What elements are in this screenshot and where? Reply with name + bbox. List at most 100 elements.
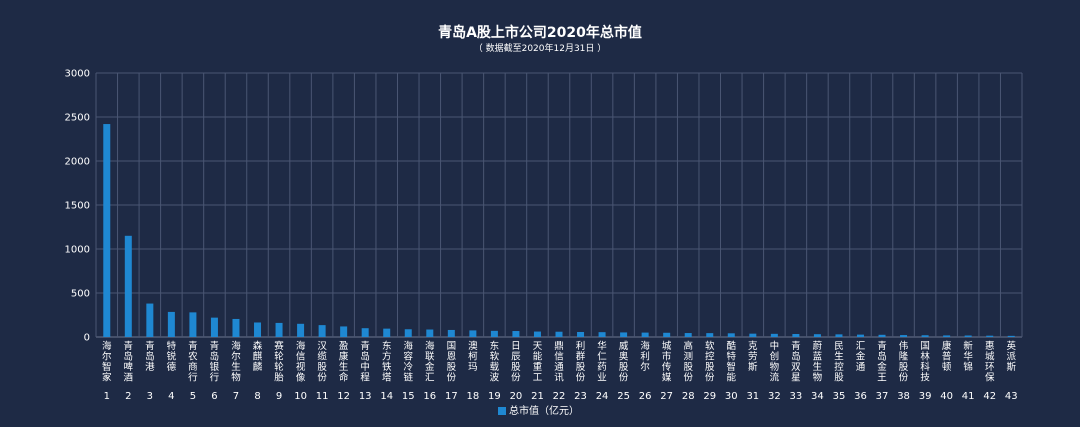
x-category-label: 海尔生物 — [231, 340, 241, 384]
bar — [792, 334, 800, 337]
bar — [878, 334, 886, 337]
legend-swatch — [498, 407, 506, 415]
x-category-label: 汉缆股份 — [317, 341, 327, 384]
x-category-label: 城市传媒 — [662, 341, 672, 384]
x-category-label: 高测股份 — [683, 340, 693, 384]
x-category-label: 蔚蓝生物 — [813, 340, 823, 384]
x-rank-label: 34 — [811, 391, 824, 402]
x-category-label: 青岛银行 — [210, 340, 220, 384]
bar — [232, 318, 240, 337]
x-rank-label: 19 — [488, 391, 501, 402]
x-category-label: 康普顿 — [942, 340, 952, 373]
y-axis-ticks: 0 500 1000 1500 2000 2500 3000 — [65, 69, 90, 344]
legend: 总市值（亿元） — [498, 404, 579, 417]
x-category-label: 东方铁塔 — [382, 340, 392, 384]
x-category-label: 中创物流 — [770, 340, 780, 384]
x-rank-label: 36 — [854, 391, 867, 402]
x-rank-label: 22 — [553, 391, 566, 402]
x-rank-label: 16 — [423, 391, 436, 402]
x-category-label: 海信视像 — [296, 340, 306, 384]
x-category-label: 青岛双星 — [791, 340, 801, 384]
x-rank-label: 3 — [147, 391, 153, 402]
bar — [297, 323, 305, 337]
x-category-label: 克劳斯 — [748, 341, 758, 373]
x-rank-label: 12 — [337, 391, 350, 402]
x-category-label: 汇金通 — [856, 341, 866, 373]
x-category-label: 盈康生命 — [339, 341, 349, 384]
x-category-label: 英派斯 — [1006, 340, 1016, 373]
bar — [835, 334, 843, 337]
x-rank-label: 41 — [962, 391, 975, 402]
x-rank-label: 35 — [833, 391, 846, 402]
bar — [447, 329, 455, 337]
bar — [469, 330, 477, 337]
gridlines — [95, 72, 1023, 338]
bar — [749, 333, 757, 337]
bar — [964, 335, 972, 337]
x-category-label: 新华锦 — [963, 340, 973, 373]
x-category-label: 青农商行 — [188, 340, 198, 384]
bar — [900, 335, 908, 337]
x-rank-label: 37 — [876, 391, 889, 402]
bar — [1007, 335, 1015, 337]
x-rank-label: 20 — [510, 391, 523, 402]
x-rank-label: 7 — [233, 391, 239, 402]
x-rank-label: 42 — [983, 391, 996, 402]
x-axis-category-labels: 海尔智家 青岛啤酒 青岛港 特锐德 青农商行 青岛银行 海尔生物 森麒麟 赛轮轮胎 海信视像 汉缆股… — [102, 340, 1016, 384]
bar — [641, 332, 649, 337]
x-category-label: 鼎信通讯 — [554, 341, 564, 384]
x-category-label: 澳柯玛 — [468, 340, 478, 373]
bar — [512, 331, 520, 337]
bar — [684, 333, 692, 337]
x-rank-label: 29 — [703, 391, 716, 402]
x-category-label: 森麒麟 — [253, 340, 263, 373]
x-category-label: 东软载波 — [490, 340, 500, 384]
y-tick-label: 1000 — [65, 245, 90, 256]
x-rank-label: 2 — [125, 391, 131, 402]
x-category-label: 日辰股份 — [511, 341, 521, 384]
bar — [490, 330, 498, 337]
bar — [318, 325, 326, 337]
x-rank-label: 32 — [768, 391, 781, 402]
x-rank-label: 18 — [466, 391, 479, 402]
x-category-label: 华仁药业 — [597, 340, 607, 384]
x-rank-label: 4 — [168, 391, 174, 402]
bar — [856, 334, 864, 337]
x-category-label: 青岛中程 — [360, 340, 370, 384]
bar — [555, 331, 563, 337]
x-category-label: 海容冷链 — [403, 340, 413, 384]
x-category-label: 软控股份 — [705, 340, 715, 384]
bar — [146, 303, 154, 337]
bar — [426, 329, 434, 337]
x-category-label: 天能重工 — [533, 341, 543, 384]
bar — [813, 334, 821, 337]
x-rank-label: 10 — [294, 391, 307, 402]
x-rank-label: 40 — [940, 391, 953, 402]
x-rank-label: 38 — [897, 391, 910, 402]
x-rank-label: 39 — [919, 391, 932, 402]
x-rank-label: 15 — [402, 391, 415, 402]
bar — [986, 335, 994, 337]
bar — [770, 333, 778, 337]
x-category-label: 特锐德 — [167, 340, 177, 373]
x-rank-label: 21 — [531, 391, 544, 402]
bar — [383, 328, 391, 337]
bar — [620, 332, 628, 337]
x-category-label: 海联金汇 — [425, 340, 435, 384]
bar — [663, 332, 671, 337]
x-category-label: 伟隆股份 — [899, 340, 909, 384]
y-tick-label: 1500 — [65, 201, 90, 212]
chart-subtitle: （ 数据截至2020年12月31日 ） — [474, 42, 607, 54]
bar — [943, 335, 951, 337]
bar — [577, 331, 585, 337]
x-category-label: 威奥股份 — [619, 340, 629, 384]
bar — [189, 312, 197, 337]
x-category-label: 酷特智能 — [727, 340, 737, 384]
x-category-label: 国林科技 — [920, 341, 930, 384]
bar — [210, 317, 218, 337]
x-rank-label: 33 — [790, 391, 803, 402]
y-tick-label: 2000 — [65, 157, 90, 168]
legend-label: 总市值（亿元） — [509, 404, 579, 417]
x-category-label: 青岛港 — [145, 340, 155, 373]
bar — [598, 332, 606, 337]
